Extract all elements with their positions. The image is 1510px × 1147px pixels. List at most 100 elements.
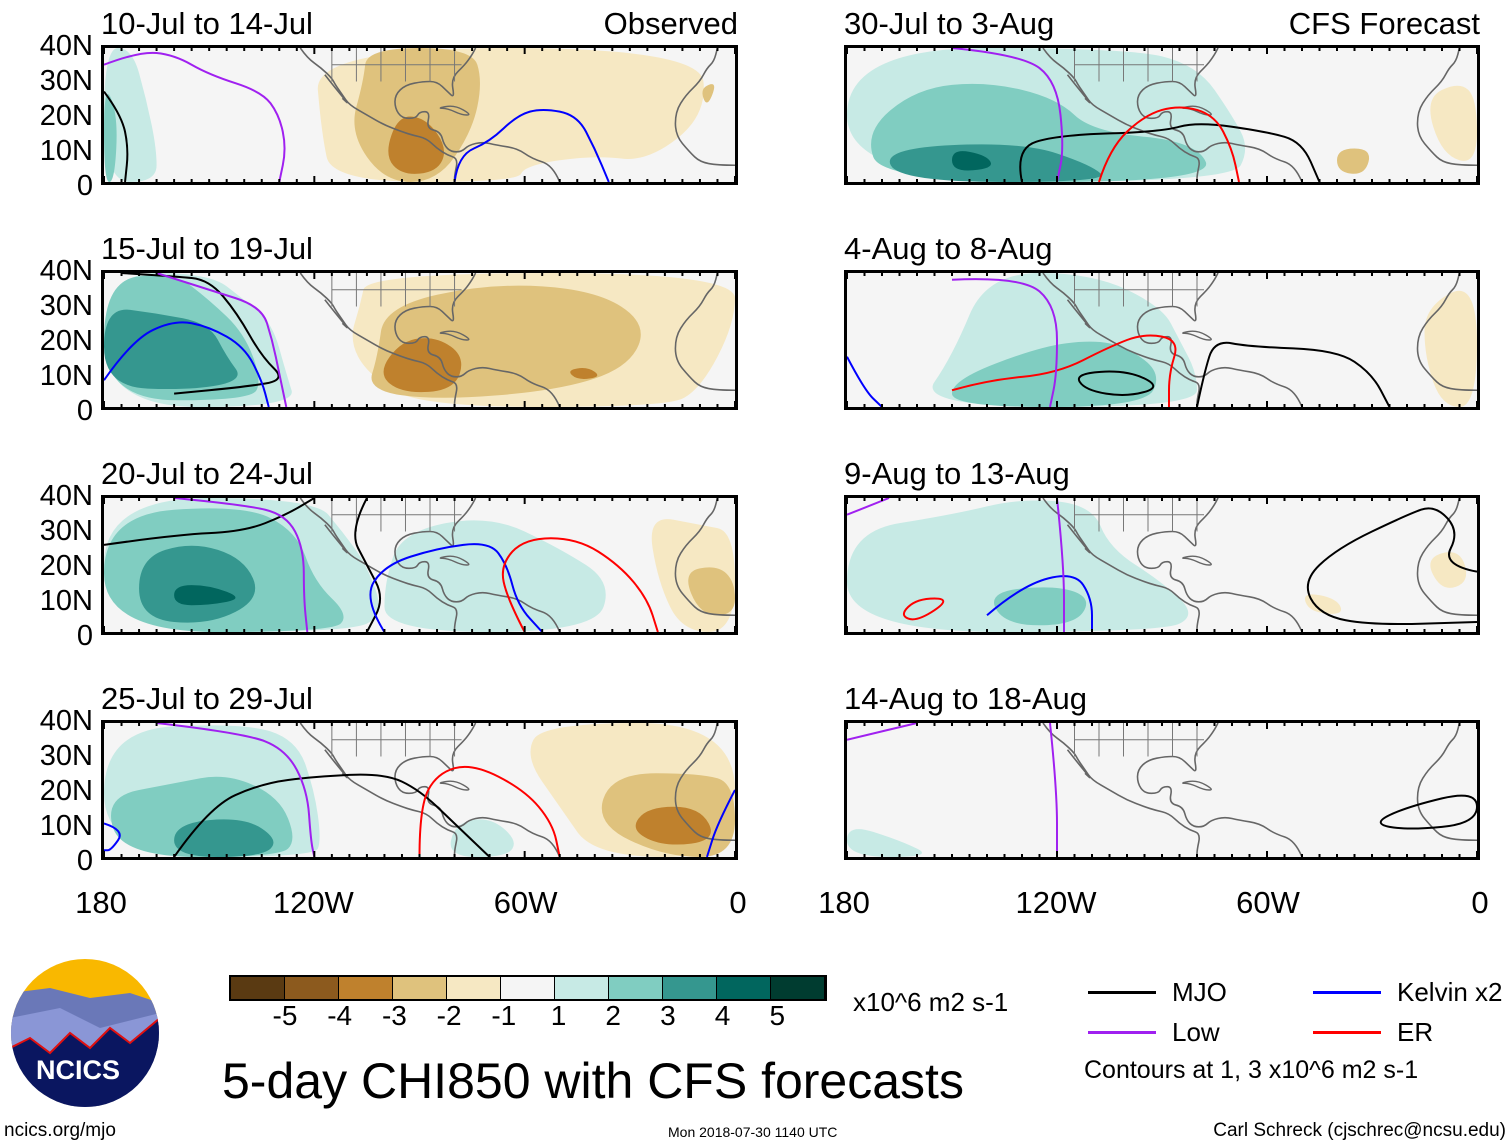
coastline bbox=[439, 330, 470, 341]
anomaly-shading bbox=[104, 94, 117, 182]
y-tick-label: 40N bbox=[39, 480, 93, 512]
y-tick-label: 40N bbox=[39, 705, 93, 737]
footer-author: Carl Schreck (cjschrec@ncsu.edu) bbox=[1213, 1120, 1506, 1141]
map-svg bbox=[104, 273, 735, 407]
x-tick-label: 180 bbox=[75, 885, 127, 920]
coastline bbox=[1066, 749, 1091, 779]
contour-loop bbox=[902, 597, 945, 621]
coastline bbox=[1416, 723, 1477, 842]
contour-line bbox=[951, 334, 1177, 407]
contour-note: Contours at 1, 3 x10^6 m2 s-1 bbox=[1084, 1056, 1419, 1084]
coastline bbox=[1136, 48, 1303, 182]
panel-title: 20-Jul to 24-Jul bbox=[101, 456, 313, 491]
colorbar-label: 1 bbox=[550, 1000, 567, 1031]
panel-title: 9-Aug to 13-Aug bbox=[844, 456, 1070, 491]
x-tick-label: 60W bbox=[493, 885, 558, 920]
legend-label: Kelvin x2 bbox=[1397, 977, 1503, 1007]
coastline bbox=[1416, 273, 1477, 392]
contour-loop bbox=[1379, 794, 1477, 830]
coastline bbox=[1042, 273, 1200, 407]
anomaly-shading bbox=[952, 151, 991, 171]
coastline bbox=[439, 780, 470, 791]
legend-line bbox=[1313, 1031, 1381, 1034]
contour-line bbox=[1196, 341, 1391, 407]
coastline bbox=[324, 749, 348, 779]
x-tick-label: 120W bbox=[272, 885, 354, 920]
map-panel bbox=[101, 495, 738, 635]
y-tick-label: 0 bbox=[76, 395, 93, 427]
y-tick-label: 20N bbox=[39, 550, 93, 582]
colorbar-swatch bbox=[609, 977, 663, 999]
contour-line bbox=[951, 48, 1064, 182]
coastline bbox=[1042, 498, 1200, 632]
contour-line bbox=[706, 789, 735, 857]
colorbar-swatch bbox=[285, 977, 339, 999]
legend-line bbox=[1313, 991, 1381, 994]
panel-tag: CFS Forecast bbox=[1288, 6, 1480, 41]
anomaly-shading bbox=[1304, 594, 1342, 614]
colorbar-label: -3 bbox=[381, 1000, 407, 1031]
contour-line bbox=[1056, 498, 1065, 632]
panel-title: 10-Jul to 14-Jul bbox=[101, 6, 313, 41]
anomaly-shading bbox=[1337, 148, 1370, 174]
contour-line bbox=[453, 108, 610, 182]
coastline bbox=[1416, 498, 1477, 617]
coastline bbox=[1182, 555, 1212, 566]
legend-label: ER bbox=[1397, 1017, 1434, 1047]
contour-line bbox=[104, 498, 315, 546]
map-svg bbox=[847, 498, 1477, 632]
legend-label: Low bbox=[1172, 1017, 1220, 1047]
contour-line bbox=[847, 356, 883, 407]
contour-line bbox=[104, 51, 286, 182]
colorbar-swatch bbox=[717, 977, 771, 999]
legend-label: MJO bbox=[1172, 977, 1227, 1007]
coastline bbox=[439, 105, 470, 116]
contour-line bbox=[354, 498, 382, 632]
map-svg bbox=[847, 48, 1477, 182]
figure-title: 5-day CHI850 with CFS forecasts bbox=[222, 1053, 964, 1109]
map-svg bbox=[847, 273, 1477, 407]
contour-line bbox=[847, 723, 918, 741]
footer-url[interactable]: ncics.org/mjo bbox=[4, 1120, 116, 1141]
contour-line bbox=[104, 822, 121, 852]
coastline bbox=[324, 299, 348, 329]
coastline bbox=[1066, 299, 1091, 329]
coastline bbox=[1042, 48, 1200, 182]
coastline bbox=[439, 555, 470, 566]
contour-line bbox=[104, 90, 129, 182]
y-tick-label: 30N bbox=[39, 290, 93, 322]
colorbar-swatch bbox=[393, 977, 447, 999]
x-tick-label: 120W bbox=[1015, 885, 1097, 920]
coastline bbox=[394, 48, 561, 182]
anomaly-shading bbox=[889, 144, 1102, 182]
contour-line bbox=[1019, 123, 1321, 182]
coastline bbox=[1042, 723, 1200, 857]
anomaly-shading bbox=[847, 829, 922, 857]
anomaly-shading bbox=[1424, 290, 1477, 407]
map-panel bbox=[844, 45, 1480, 185]
colorbar-swatch bbox=[663, 977, 717, 999]
colorbar-units: x10^6 m2 s-1 bbox=[853, 987, 1009, 1017]
colorbar-label: 2 bbox=[605, 1000, 621, 1031]
contour-line bbox=[1306, 507, 1477, 626]
anomaly-shading bbox=[174, 585, 236, 606]
y-tick-label: 30N bbox=[39, 65, 93, 97]
map-panel bbox=[101, 720, 738, 860]
y-tick-label: 20N bbox=[39, 325, 93, 357]
ncics-logo bbox=[11, 959, 159, 1107]
map-svg bbox=[104, 498, 735, 632]
contour-line bbox=[173, 773, 491, 857]
anomaly-shading bbox=[570, 368, 598, 379]
map-svg bbox=[104, 48, 735, 182]
coastline bbox=[1066, 524, 1091, 554]
colorbar-swatch bbox=[447, 977, 501, 999]
coastline bbox=[299, 48, 458, 182]
contour-line bbox=[156, 273, 288, 407]
panel-title: 15-Jul to 19-Jul bbox=[101, 231, 313, 266]
coastline bbox=[324, 524, 348, 554]
map-panel bbox=[844, 720, 1480, 860]
coastline bbox=[299, 723, 458, 857]
contour-line bbox=[951, 278, 1058, 407]
anomaly-shading bbox=[1430, 85, 1477, 161]
y-tick-label: 20N bbox=[39, 100, 93, 132]
